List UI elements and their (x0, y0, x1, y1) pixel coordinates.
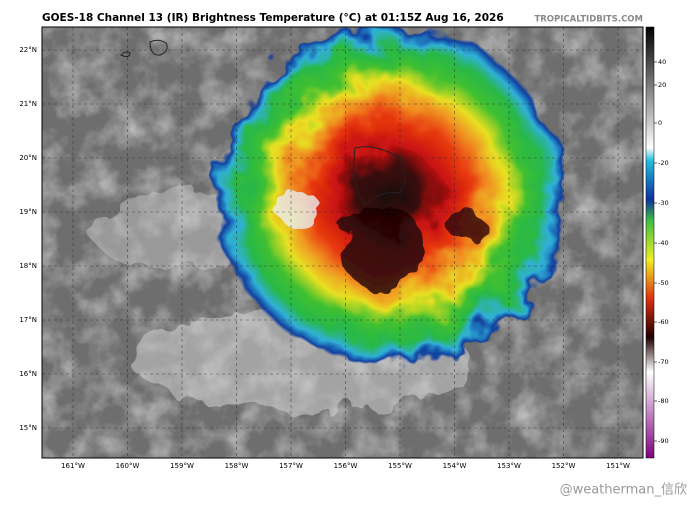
lon-label: 154°W (443, 462, 467, 470)
lat-label: 15°N (19, 424, 37, 432)
colorbar-tick-label: 40 (658, 58, 666, 66)
lon-label: 159°W (170, 462, 194, 470)
satellite-image (42, 27, 643, 458)
source: TROPICALTIDBITS.COM (534, 15, 643, 25)
lat-label: 22°N (19, 46, 37, 54)
title: GOES-18 Channel 13 (IR) Brightness Tempe… (42, 12, 504, 24)
lon-label: 151°W (606, 462, 630, 470)
lat-label: 19°N (19, 208, 37, 216)
watermark: @weatherman_信欣 (560, 483, 687, 498)
lon-label: 158°W (225, 462, 249, 470)
lat-label: 16°N (19, 370, 37, 378)
colorbar-tick-label: -80 (658, 397, 669, 405)
lon-label: 161°W (61, 462, 85, 470)
colorbar-tick-label: -70 (658, 358, 669, 366)
lon-label: 157°W (279, 462, 303, 470)
colorbar-tick-label: -50 (658, 279, 669, 287)
lon-label: 152°W (552, 462, 576, 470)
map-frame (41, 26, 644, 459)
colorbar-tick-label: -60 (658, 318, 669, 326)
colorbar-tick-label: 0 (658, 119, 662, 127)
lat-label: 18°N (19, 262, 37, 270)
lon-label: 160°W (116, 462, 140, 470)
lon-label: 153°W (497, 462, 521, 470)
lat-label: 17°N (19, 316, 37, 324)
colorbar (645, 26, 655, 459)
lat-label: 20°N (19, 154, 37, 162)
colorbar-tick-label: -90 (658, 437, 669, 445)
colorbar-tick-label: -20 (658, 159, 669, 167)
lon-label: 156°W (334, 462, 358, 470)
lon-label: 155°W (388, 462, 412, 470)
colorbar-tick-label: -40 (658, 239, 669, 247)
colorbar-tick-label: -30 (658, 199, 669, 207)
colorbar-tick-label: 20 (658, 81, 666, 89)
lat-label: 21°N (19, 100, 37, 108)
